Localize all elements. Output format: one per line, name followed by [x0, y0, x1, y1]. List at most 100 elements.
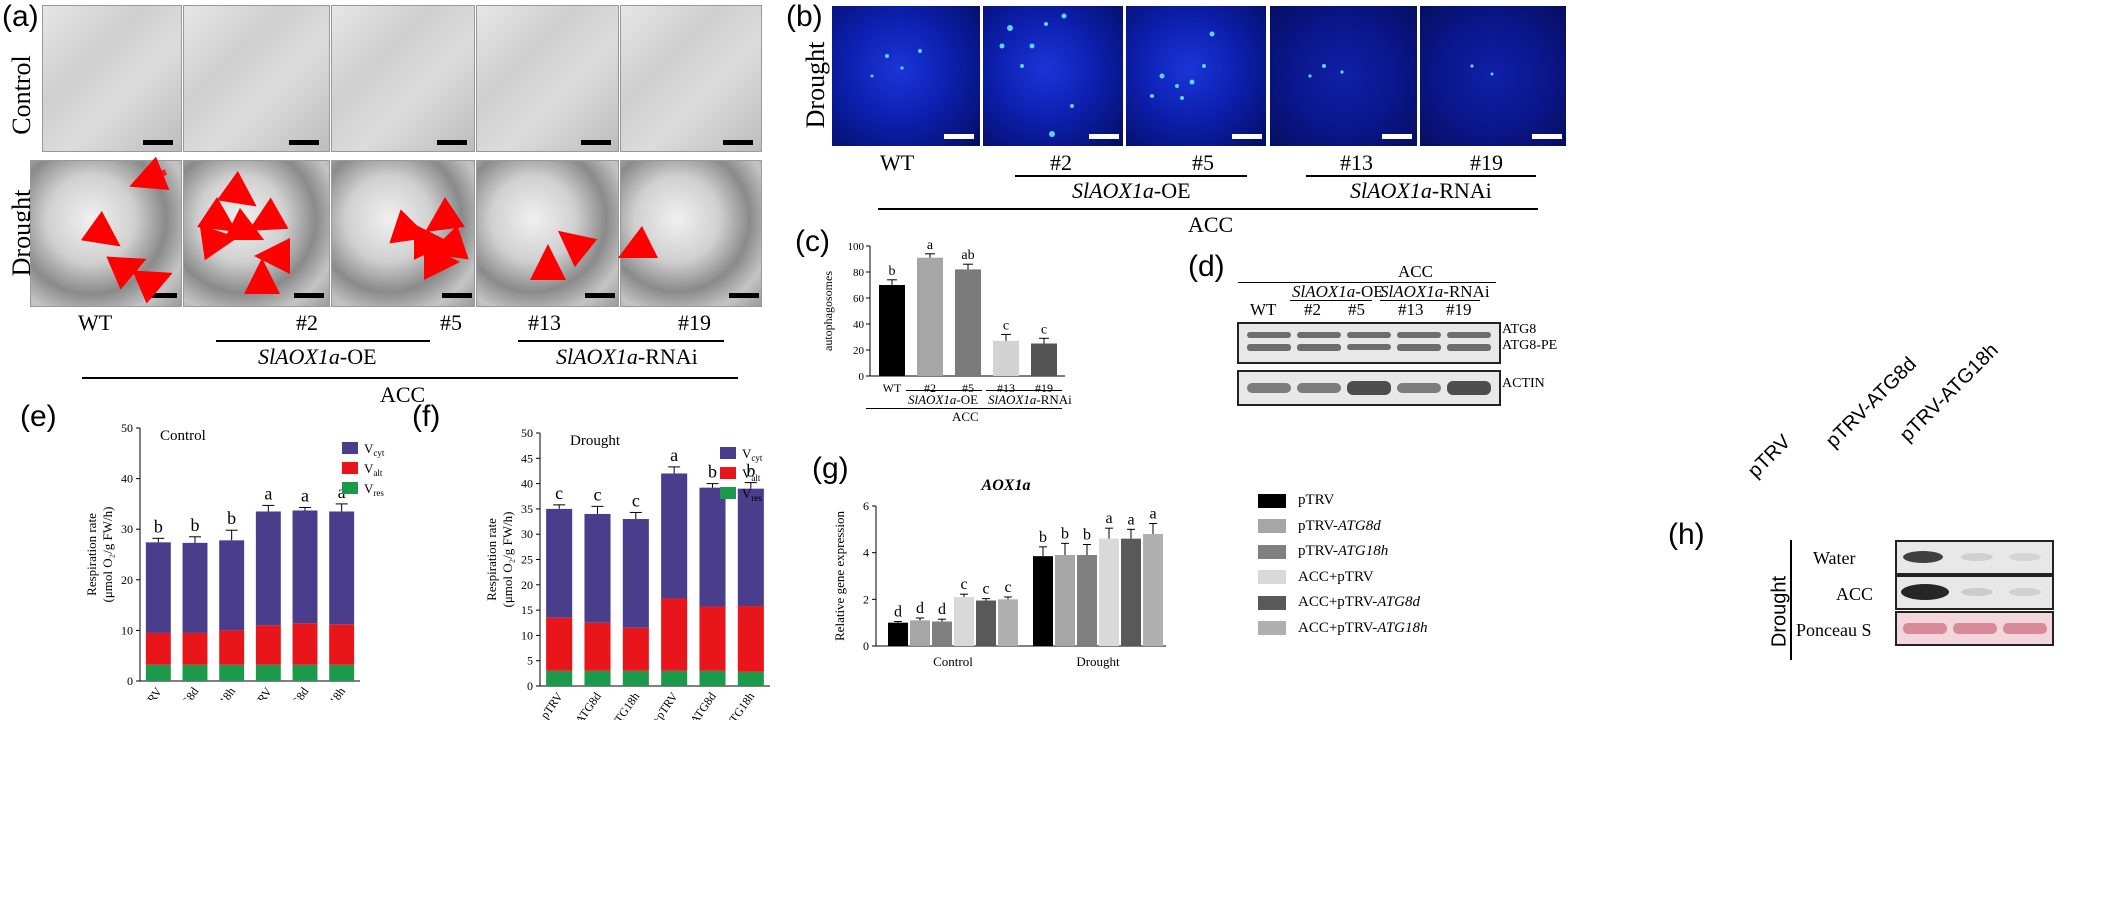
- panel-b-row-drought: Drought: [801, 41, 830, 129]
- panel-b-rnai-line: [1306, 175, 1536, 177]
- f-legend-label: Vres: [742, 486, 762, 503]
- c-y-tick-label: 80: [853, 267, 865, 279]
- g-y-tick-label: 2: [863, 592, 869, 606]
- g-legend-item: ACC+pTRV-ATG8d: [1258, 594, 1420, 614]
- f-bar-alt: [699, 606, 726, 671]
- f-bar-cyt: [546, 508, 573, 618]
- fluo-13: [1270, 6, 1417, 146]
- f-bar-cyt: [699, 487, 726, 607]
- e-y-tick-label: 0: [127, 674, 133, 688]
- panel-b-acc-line: [878, 208, 1538, 210]
- f-bar-alt: [546, 617, 573, 671]
- panel-a-acc-line: [82, 377, 738, 379]
- e-sig-letter: b: [191, 515, 200, 535]
- panel-h-lane-atg18h: pTRV-ATG18h: [1895, 339, 2003, 447]
- c-x-tick-label: WT: [883, 381, 902, 395]
- panel-c-treatment: ACC: [952, 409, 979, 424]
- c-sig-letter: a: [927, 238, 934, 253]
- f-bar-cyt: [737, 488, 764, 607]
- e-sig-letter: a: [338, 482, 346, 502]
- c-x-tick-label: #19: [1035, 381, 1053, 395]
- e-bar-cyt: [219, 540, 245, 631]
- e-bar-cyt: [255, 511, 281, 626]
- f-legend-swatch: [720, 467, 736, 479]
- panel-g-label: (g): [812, 452, 849, 485]
- f-y-tick-label: 20: [521, 578, 533, 592]
- g-legend-label: ACC+pTRV-: [1298, 619, 1378, 636]
- e-y-label-2: (μmol O₂/g FW/h): [100, 507, 115, 603]
- panel-d-lane-5: #5: [1348, 300, 1365, 319]
- e-bar-alt: [219, 630, 245, 665]
- e-bar-cyt: [145, 542, 171, 633]
- f-bar-res: [661, 670, 688, 686]
- panel-a-label: (a): [2, 0, 39, 33]
- f-legend-swatch: [720, 447, 736, 459]
- f-bar-res: [699, 670, 726, 686]
- f-x-tick-label: pTRV: [537, 689, 565, 720]
- e-y-tick-label: 30: [121, 522, 133, 536]
- panel-d-lane-2: #2: [1304, 300, 1321, 319]
- f-x-tick-label: pTRV-ATG8d: [554, 690, 604, 720]
- fluorescent-puncta: [870, 13, 1494, 137]
- blot-acc: [1895, 575, 2054, 610]
- panel-c-acc-line: [866, 408, 1062, 409]
- c-sig-letter: ab: [961, 248, 974, 263]
- g-bar: [910, 620, 930, 646]
- panel-d-band-actin: ACTIN: [1502, 376, 1545, 391]
- e-legend-label: Vres: [364, 481, 384, 498]
- panel-h-lane-ptrv: pTRV: [1743, 430, 1796, 483]
- c-y-tick-label: 100: [848, 241, 865, 253]
- panel-a-col-13: #13: [528, 310, 561, 335]
- f-y-label-2: (μmol O₂/g FW/h): [500, 512, 515, 608]
- c-sig-letter: c: [1003, 318, 1009, 333]
- f-bar-res: [584, 670, 611, 686]
- c-x-tick-label: #5: [962, 381, 974, 395]
- panel-h-side-bar: [1790, 540, 1792, 660]
- f-y-tick-label: 5: [527, 654, 533, 668]
- e-bar-res: [145, 664, 171, 681]
- e-sig-letter: b: [227, 508, 236, 528]
- panel-d-group-rnai: SlAOX1a-RNAi: [1380, 282, 1490, 301]
- e-legend-swatch: [342, 482, 358, 494]
- g-legend-swatch: [1258, 621, 1286, 636]
- g-sig-letter: c: [982, 581, 989, 598]
- panel-b-col-wt: WT: [880, 150, 915, 175]
- f-bar-cyt: [661, 473, 688, 599]
- panel-c-group-oe: SlAOX1a-OE: [908, 392, 979, 407]
- e-bar-cyt: [292, 510, 318, 624]
- g-sig-letter: a: [1127, 511, 1134, 528]
- g-bar: [998, 599, 1018, 646]
- e-legend-swatch: [342, 442, 358, 454]
- g-bar: [1055, 555, 1075, 646]
- f-sig-letter: b: [708, 462, 717, 482]
- c-y-tick-label: 20: [853, 345, 865, 357]
- g-y-tick-label: 4: [863, 546, 869, 560]
- g-legend-label: ACC+pTRV-: [1298, 594, 1378, 610]
- e-y-tick-label: 10: [121, 623, 133, 637]
- c-bar: [879, 285, 905, 376]
- panel-e-label: (e): [20, 400, 57, 433]
- g-legend-item: pTRV-ATG8d: [1258, 518, 1381, 538]
- c-y-axis-label: autophagosomes: [821, 271, 835, 351]
- tem-control-2: [183, 5, 330, 152]
- panel-a-col-19: #19: [678, 310, 711, 335]
- f-sig-letter: a: [670, 445, 678, 465]
- c-bar: [955, 269, 981, 376]
- g-sig-letter: b: [1061, 525, 1069, 542]
- g-legend-label: pTRV-: [1298, 543, 1338, 559]
- g-y-tick-label: 6: [863, 499, 869, 513]
- panel-c-chart: 0 20 40 60 80 100 autophagosomes b WT a #2 ab #5 c #13…: [821, 238, 1065, 395]
- g-bar: [932, 621, 952, 646]
- panel-b-oe-line: [1015, 175, 1247, 177]
- f-y-tick-label: 15: [521, 603, 533, 617]
- c-x-tick-label: #2: [924, 381, 936, 395]
- tem-control-5: [331, 5, 475, 152]
- g-x-tick-label: Control: [933, 654, 973, 669]
- panel-h-row-water: Water: [1813, 548, 1856, 568]
- c-y-tick-label: 0: [859, 371, 865, 383]
- e-bar-alt: [145, 632, 171, 665]
- g-legend-label: ACC+pTRV: [1298, 568, 1374, 585]
- e-bar-cyt: [329, 511, 355, 625]
- g-sig-letter: a: [1105, 510, 1112, 527]
